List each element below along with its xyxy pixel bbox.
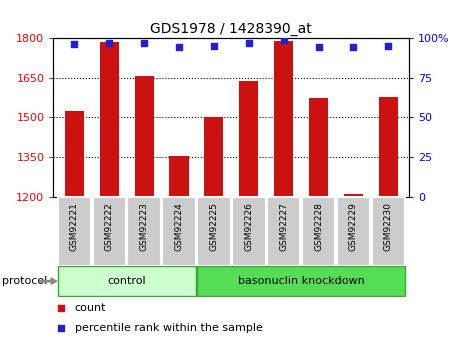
Bar <box>93 197 126 266</box>
Text: GSM92230: GSM92230 <box>384 202 393 251</box>
Bar <box>267 197 300 266</box>
Bar <box>134 76 154 197</box>
Bar <box>100 42 119 197</box>
Bar <box>65 111 84 197</box>
Text: count: count <box>75 303 106 313</box>
Point <box>245 40 252 46</box>
Title: GDS1978 / 1428390_at: GDS1978 / 1428390_at <box>151 21 312 36</box>
Bar <box>372 197 405 266</box>
Point <box>315 45 322 50</box>
Text: GSM92227: GSM92227 <box>279 202 288 251</box>
Text: GSM92228: GSM92228 <box>314 202 323 251</box>
Text: GSM92222: GSM92222 <box>105 202 114 251</box>
Text: GSM92225: GSM92225 <box>209 202 219 251</box>
Bar <box>337 197 370 266</box>
Text: GSM92221: GSM92221 <box>70 202 79 251</box>
Point <box>57 305 64 310</box>
Point <box>385 43 392 49</box>
Bar <box>309 98 328 197</box>
Bar <box>239 81 259 197</box>
Point <box>210 43 218 49</box>
Bar <box>197 197 231 266</box>
Text: GSM92229: GSM92229 <box>349 202 358 251</box>
Bar <box>204 117 224 197</box>
Bar <box>197 266 405 296</box>
Bar <box>302 197 335 266</box>
Text: control: control <box>107 276 146 286</box>
Point <box>175 45 183 50</box>
Point <box>140 40 148 46</box>
Text: GSM92226: GSM92226 <box>244 202 253 251</box>
Bar <box>344 194 363 197</box>
Bar <box>169 156 189 197</box>
Point <box>106 40 113 46</box>
Point <box>280 37 287 42</box>
Point <box>350 45 357 50</box>
Point <box>71 41 78 47</box>
Text: basonuclin knockdown: basonuclin knockdown <box>238 276 365 286</box>
Bar <box>162 197 196 266</box>
Bar <box>232 197 266 266</box>
Text: GSM92223: GSM92223 <box>140 202 149 251</box>
Text: protocol: protocol <box>2 276 47 286</box>
Bar <box>58 266 196 296</box>
Bar <box>58 197 91 266</box>
Bar <box>127 197 161 266</box>
Bar <box>274 41 293 197</box>
Bar <box>379 97 398 197</box>
Point <box>57 325 64 331</box>
Text: GSM92224: GSM92224 <box>174 202 184 251</box>
Text: percentile rank within the sample: percentile rank within the sample <box>75 323 263 333</box>
